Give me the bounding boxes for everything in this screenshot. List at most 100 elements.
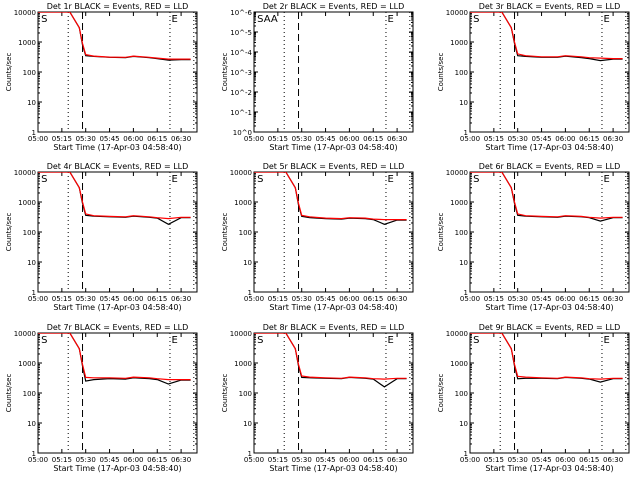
x-axis-label: Start Time (17-Apr-03 04:58:40) — [53, 143, 181, 152]
y-tick-label: 100 — [239, 390, 252, 398]
y-axis-label: Counts/sec — [221, 53, 229, 92]
flag-label: E — [604, 14, 610, 25]
x-tick-label: 05:45 — [99, 295, 119, 303]
y-tick-label: 10000 — [14, 169, 36, 177]
x-axis-label: Start Time (17-Apr-03 04:58:40) — [485, 464, 613, 473]
y-axis-label: Counts/sec — [5, 53, 13, 92]
x-tick-label: 05:00 — [460, 135, 480, 143]
flag-label: S — [41, 14, 47, 25]
x-tick-label: 06:30 — [603, 456, 623, 464]
y-tick-label: 10 — [27, 99, 36, 107]
flag-label: S — [41, 174, 47, 185]
x-tick-label: 05:30 — [292, 295, 312, 303]
x-tick-label: 05:30 — [76, 295, 96, 303]
y-tick-label: 10000 — [14, 9, 36, 17]
y-axis-label: Counts/sec — [437, 53, 445, 92]
panel-det-9: Det 9r BLACK = Events, RED = LLD 1 10 100 10… — [437, 323, 630, 473]
series-red — [38, 333, 191, 381]
x-tick-label: 06:15 — [579, 456, 599, 464]
x-tick-label: 06:30 — [603, 135, 623, 143]
x-tick-label: 06:15 — [363, 135, 383, 143]
y-tick-label: 10 — [243, 420, 252, 428]
x-tick-label: 05:15 — [52, 456, 72, 464]
x-tick-label: 06:30 — [171, 295, 191, 303]
panel-title: Det 5r BLACK = Events, RED = LLD — [263, 162, 405, 171]
panel-title: Det 4r BLACK = Events, RED = LLD — [47, 162, 189, 171]
y-tick-label: 1000 — [450, 199, 468, 207]
y-tick-label: 100 — [455, 69, 468, 77]
y-tick-label: 1 — [248, 450, 252, 458]
y-tick-label: 10000 — [446, 330, 468, 338]
series-red — [38, 172, 191, 220]
y-tick-label: 100 — [23, 229, 36, 237]
y-axis-label: Counts/sec — [221, 213, 229, 252]
x-tick-label: 05:15 — [52, 135, 72, 143]
x-tick-label: 05:00 — [244, 456, 264, 464]
x-tick-label: 06:00 — [339, 456, 359, 464]
plot-frame — [253, 332, 414, 454]
x-axis-label: Start Time (17-Apr-03 04:58:40) — [53, 464, 181, 473]
x-tick-label: 05:45 — [531, 456, 551, 464]
x-tick-label: 05:45 — [531, 295, 551, 303]
series-red — [254, 333, 407, 380]
y-tick-label: 10 — [459, 99, 468, 107]
x-tick-label: 05:45 — [99, 135, 119, 143]
panel-det-1: Det 1r BLACK = Events, RED = LLD 1 10 100 10… — [5, 2, 198, 152]
series-black — [254, 172, 407, 225]
panel-det-6: Det 6r BLACK = Events, RED = LLD 1 10 100 10… — [437, 162, 630, 312]
y-tick-label: 10000 — [446, 169, 468, 177]
y-tick-label: 10^-2 — [230, 89, 252, 97]
y-tick-label: 10^0 — [233, 129, 252, 137]
x-tick-label: 05:45 — [99, 456, 119, 464]
x-tick-label: 06:15 — [147, 135, 167, 143]
flag-label: E — [604, 335, 610, 346]
x-tick-label: 05:00 — [460, 456, 480, 464]
panel-det-4: Det 4r BLACK = Events, RED = LLD 1 10 100 10… — [5, 162, 198, 312]
x-tick-label: 06:00 — [339, 135, 359, 143]
flag-label: S — [257, 335, 263, 346]
x-tick-label: 05:15 — [52, 295, 72, 303]
x-tick-label: 06:00 — [555, 135, 575, 143]
series-red — [470, 333, 623, 380]
x-axis-label: Start Time (17-Apr-03 04:58:40) — [53, 303, 181, 312]
plot-frame — [37, 171, 198, 293]
x-tick-label: 05:30 — [292, 456, 312, 464]
y-tick-label: 10^-3 — [230, 69, 252, 77]
series-black — [470, 12, 623, 62]
y-tick-label: 1 — [464, 289, 468, 297]
flag-label: E — [388, 335, 394, 346]
x-axis-label: Start Time (17-Apr-03 04:58:40) — [269, 464, 397, 473]
y-tick-label: 1 — [248, 289, 252, 297]
y-tick-label: 10 — [243, 259, 252, 267]
flag-label: E — [172, 14, 178, 25]
x-tick-label: 05:45 — [315, 456, 335, 464]
y-tick-label: 10 — [27, 420, 36, 428]
x-tick-label: 06:30 — [171, 135, 191, 143]
plot-frame — [469, 171, 630, 293]
x-tick-label: 06:15 — [579, 295, 599, 303]
y-tick-label: 10000 — [14, 330, 36, 338]
series-red — [470, 12, 623, 60]
x-tick-label: 05:30 — [508, 135, 528, 143]
y-axis-label: Counts/sec — [221, 374, 229, 413]
y-tick-label: 1000 — [450, 39, 468, 47]
panel-title: Det 6r BLACK = Events, RED = LLD — [479, 162, 621, 171]
x-tick-label: 06:00 — [123, 295, 143, 303]
y-tick-label: 100 — [239, 229, 252, 237]
x-tick-label: 05:15 — [268, 456, 288, 464]
series-red — [254, 172, 407, 221]
panel-det-3: Det 3r BLACK = Events, RED = LLD 1 10 100 10… — [437, 2, 630, 152]
y-tick-label: 10^-1 — [230, 109, 252, 117]
y-tick-label: 10^-5 — [230, 29, 252, 37]
y-tick-label: 1 — [464, 129, 468, 137]
flag-label: S — [41, 335, 47, 346]
flag-label: E — [172, 174, 178, 185]
panel-title: Det 2r BLACK = Events, RED = LLD — [263, 2, 405, 11]
x-tick-label: 05:30 — [76, 456, 96, 464]
panel-det-8: Det 8r BLACK = Events, RED = LLD 1 10 100 10… — [221, 323, 414, 473]
x-tick-label: 06:15 — [579, 135, 599, 143]
x-tick-label: 05:00 — [460, 295, 480, 303]
panel-title: Det 3r BLACK = Events, RED = LLD — [479, 2, 621, 11]
x-tick-label: 05:15 — [484, 295, 504, 303]
